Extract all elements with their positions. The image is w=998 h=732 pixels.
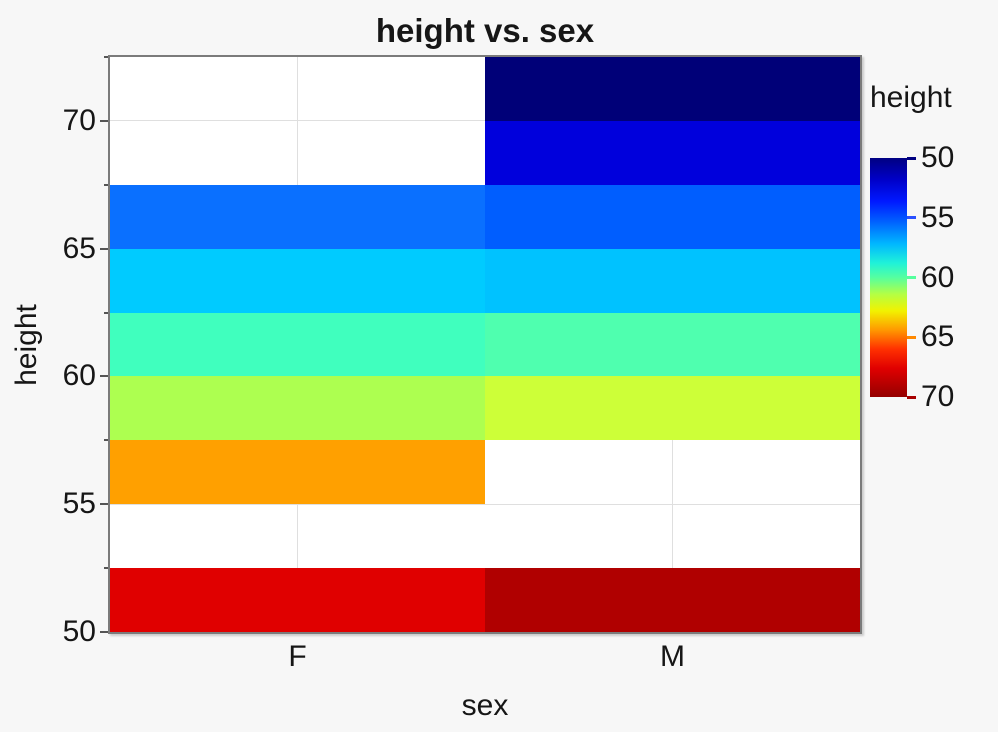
heatmap-cell-F-62.5[interactable] (110, 248, 485, 313)
heatmap-cell-M-57.5[interactable] (485, 376, 860, 441)
legend-label-65: 65 (921, 320, 955, 354)
legend-label-55: 55 (921, 200, 955, 234)
y-tick-label-55: 55 (62, 487, 96, 521)
legend-label-60: 60 (921, 260, 955, 294)
heatmap-cell-M-62.5[interactable] (485, 248, 860, 313)
legend-tick-50 (907, 156, 916, 160)
x-tick-label-F: F (288, 640, 307, 673)
y-minor-tick-57.5 (104, 439, 108, 442)
y-major-tick-50 (100, 631, 108, 633)
legend-label-50: 50 (921, 141, 955, 174)
legend-title: height (870, 81, 952, 114)
x-axis-title: sex (461, 689, 509, 722)
y-major-tick-70 (100, 119, 108, 122)
heatmap-cell-M-50[interactable] (485, 568, 860, 632)
chart-title: height vs. sex (375, 12, 595, 49)
y-axis-title: height (10, 304, 43, 386)
y-tick-label-65: 65 (62, 231, 96, 265)
heatmap-cell-M-65[interactable] (485, 184, 860, 249)
heatmap-cell-F-55[interactable] (110, 440, 485, 505)
gridline-horizontal-55 (110, 503, 860, 505)
legend-label-70: 70 (921, 380, 955, 413)
heatmap-cell-F-60[interactable] (110, 312, 485, 377)
y-minor-tick-67.5 (104, 183, 108, 186)
heatmap-cell-F-57.5[interactable] (110, 376, 485, 441)
y-minor-tick-52.5 (104, 567, 108, 570)
x-tick-label-M: M (660, 640, 685, 673)
heatmap-cell-M-60[interactable] (485, 312, 860, 377)
y-minor-tick-62.5 (104, 311, 108, 314)
y-tick-label-50: 50 (62, 615, 96, 648)
y-major-tick-65 (100, 247, 108, 250)
y-major-tick-55 (100, 503, 108, 506)
y-tick-label-60: 60 (62, 359, 96, 393)
legend-tick-65 (907, 335, 916, 339)
y-major-tick-60 (100, 375, 108, 378)
heatmap-cell-M-70[interactable] (485, 57, 860, 121)
y-tick-label-70: 70 (62, 103, 96, 137)
heatmap-cell-F-50[interactable] (110, 568, 485, 632)
legend-tick-70 (907, 395, 916, 399)
plot-area (108, 55, 862, 634)
legend-tick-55 (907, 216, 916, 220)
heatmap-cell-F-65[interactable] (110, 184, 485, 249)
legend-gradient-bar (870, 158, 907, 397)
heatmap-cell-M-67.5[interactable] (485, 120, 860, 185)
y-minor-tick-72.5 (104, 56, 108, 58)
legend-tick-60 (907, 276, 916, 279)
